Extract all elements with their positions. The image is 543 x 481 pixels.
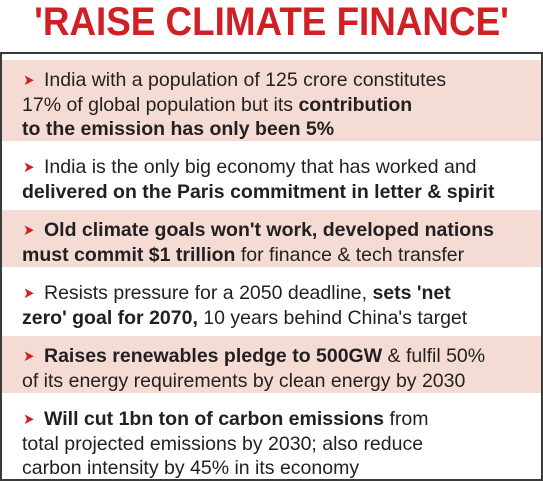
fact-text: India with a population of 125 crore con… (44, 69, 447, 91)
fact-text: & fulfil 50% (382, 345, 486, 367)
fact-item-population: ➤ India with a population of 125 crore co… (2, 60, 541, 144)
arrow-bullet-icon: ➤ (23, 411, 35, 428)
fact-text-bold: must commit $1 trillion (22, 244, 236, 266)
fact-item-net-zero: ➤ Resists pressure for a 2050 deadline, s… (2, 273, 541, 333)
fact-text: total projected emissions by 2030; also … (22, 433, 424, 455)
headline: 'RAISE CLIMATE FINANCE' (34, 0, 509, 44)
fact-item-finance: ➤ Old climate goals won't work, developed… (2, 210, 541, 270)
fact-line: ➤ Resists pressure for a 2050 deadline, s… (22, 281, 531, 306)
fact-line: zero' goal for 2070, 10 years behind Chi… (22, 306, 531, 330)
fact-line: ➤ India with a population of 125 crore co… (22, 68, 531, 93)
fact-text-bold: Raises renewables pledge to 500GW (44, 345, 383, 367)
fact-text: carbon intensity by 45% in its economy (22, 457, 360, 479)
fact-line: ➤ Will cut 1bn ton of carbon emissions fr… (22, 407, 531, 432)
fact-item-renewables: ➤ Raises renewables pledge to 500GW & ful… (2, 336, 541, 396)
fact-line: 17% of global population but its contrib… (22, 93, 531, 117)
fact-text: Resists pressure for a 2050 deadline, (44, 282, 373, 304)
fact-panel: ➤ India with a population of 125 crore co… (0, 52, 543, 481)
fact-text-bold: delivered on the Paris commitment in let… (22, 181, 495, 203)
fact-text: 17% of global population but its (22, 94, 299, 116)
arrow-bullet-icon: ➤ (23, 72, 35, 89)
fact-line: ➤ India is the only big economy that has … (22, 155, 531, 180)
arrow-bullet-icon: ➤ (23, 348, 35, 365)
fact-text: India is the only big economy that has w… (44, 156, 477, 178)
fact-text-bold: contribution (298, 94, 413, 116)
fact-text: of its energy requirements by clean ener… (22, 370, 466, 392)
fact-item-paris: ➤ India is the only big economy that has … (2, 147, 541, 207)
arrow-bullet-icon: ➤ (23, 222, 35, 239)
arrow-bullet-icon: ➤ (23, 285, 35, 302)
fact-text-bold: Will cut 1bn ton of carbon emissions (44, 408, 385, 430)
fact-text: for finance & tech transfer (235, 244, 465, 266)
fact-text-bold: zero' goal for 2070, (22, 307, 198, 329)
fact-line: ➤ Old climate goals won't work, developed… (22, 218, 531, 243)
fact-text-bold: Old climate goals won't work, developed … (44, 219, 494, 241)
fact-text: 10 years behind China's target (197, 307, 468, 329)
fact-text-bold: sets 'net (372, 282, 451, 304)
fact-item-emissions: ➤ Will cut 1bn ton of carbon emissions fr… (2, 399, 541, 479)
fact-line: ➤ Raises renewables pledge to 500GW & ful… (22, 344, 531, 369)
arrow-bullet-icon: ➤ (23, 159, 35, 176)
fact-text: from (384, 408, 429, 430)
fact-line: must commit $1 trillion for finance & te… (22, 243, 531, 267)
fact-text-bold: to the emission has only been 5% (22, 118, 335, 140)
